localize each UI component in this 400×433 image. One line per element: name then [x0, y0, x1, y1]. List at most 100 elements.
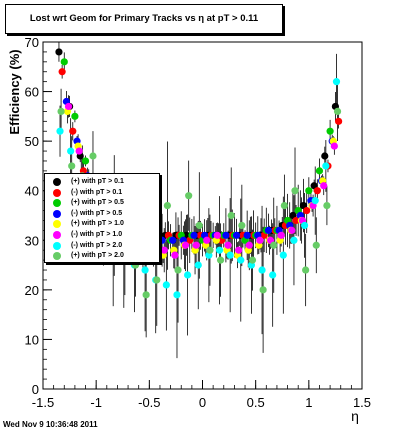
legend-label: (+) with pT > 2.0 — [71, 252, 124, 260]
data-point-series-4 — [169, 236, 177, 244]
data-point-series-8 — [302, 266, 310, 274]
data-point-series-4 — [243, 231, 251, 239]
legend-marker — [53, 252, 61, 261]
data-point-series-7 — [290, 236, 298, 244]
y-tick-label: 60 — [25, 85, 39, 100]
data-point-series-7 — [184, 271, 192, 279]
data-point-series-7 — [162, 281, 170, 289]
legend-entry: (-) with pT > 2.0 — [45, 241, 159, 251]
legend-entry: (-) with pT > 1.0 — [45, 230, 159, 240]
y-tick-label: 10 — [25, 332, 39, 347]
data-point-series-6 — [224, 241, 232, 249]
data-point-series-6 — [330, 142, 338, 150]
legend-entry: (-) with pT > 0.5 — [45, 209, 159, 219]
data-point-series-7 — [258, 266, 266, 274]
legend-label: (-) with pT > 0.5 — [71, 209, 123, 217]
data-point-series-8 — [312, 241, 320, 249]
legend-marker — [53, 188, 61, 197]
data-point-series-8 — [333, 107, 342, 115]
data-point-series-3 — [315, 167, 324, 175]
y-tick-label: 70 — [25, 35, 39, 50]
data-point-series-7 — [269, 271, 277, 279]
data-point-series-8 — [248, 256, 257, 264]
data-point-series-2 — [335, 117, 343, 125]
data-point-series-3 — [305, 187, 313, 195]
data-point-series-8 — [280, 201, 288, 210]
data-point-series-7 — [194, 261, 202, 269]
data-point-series-8 — [142, 291, 150, 299]
data-point-series-1 — [55, 48, 63, 56]
y-tick-label: 20 — [25, 283, 39, 298]
legend-label: (+) with pT > 0.5 — [71, 199, 124, 207]
legend-marker — [53, 178, 61, 186]
data-point-series-6 — [64, 102, 73, 111]
data-point-series-4 — [264, 226, 273, 234]
x-axis-label: η — [351, 408, 359, 424]
data-point-series-6 — [235, 246, 243, 254]
chart-title: Lost wrt Geom for Primary Tracks vs η at… — [29, 13, 259, 24]
data-point-series-8 — [270, 241, 278, 249]
data-point-series-7 — [322, 162, 330, 170]
data-point-series-7 — [173, 291, 181, 299]
data-point-series-4 — [232, 231, 241, 239]
data-point-series-6 — [160, 246, 168, 254]
data-point-series-7 — [311, 197, 319, 205]
data-point-series-6 — [75, 147, 83, 155]
y-tick-label: 30 — [25, 233, 39, 248]
data-point-series-7 — [215, 246, 224, 254]
legend-entry: (+) with pT > 0.1 — [45, 177, 159, 187]
data-point-series-7 — [56, 127, 64, 135]
data-point-series-7 — [300, 221, 309, 230]
data-point-series-8 — [89, 152, 97, 160]
x-tick-label: 1 — [305, 395, 312, 410]
y-tick-label: 0 — [32, 382, 39, 397]
legend-marker — [53, 241, 61, 250]
legend-label: (+) with pT > 1.0 — [71, 220, 124, 228]
x-tick-label: -1.5 — [32, 395, 54, 410]
legend-marker — [53, 209, 61, 218]
data-point-series-7 — [332, 78, 341, 86]
y-tick-label: 50 — [25, 134, 39, 149]
axes: -1.5 -1 -0.5 0 0.5 1 1.5 0 10 20 30 40 50 60 70 η Effici… — [7, 35, 371, 424]
data-point-series-8 — [259, 286, 267, 294]
data-point-series-8 — [227, 211, 235, 220]
data-point-series-8 — [174, 266, 182, 274]
data-point-series-8 — [238, 221, 246, 230]
legend-entry: (+) with pT > 0.5 — [45, 198, 159, 208]
data-point-series-4 — [222, 231, 230, 239]
data-point-series-6 — [192, 241, 200, 249]
data-point-series-2 — [313, 187, 321, 195]
y-tick-label: 40 — [25, 184, 39, 199]
data-point-series-6 — [256, 236, 264, 244]
data-point-series-8 — [291, 187, 299, 195]
data-point-series-1 — [321, 152, 329, 160]
data-point-series-8 — [153, 276, 161, 284]
legend-label: (-) with pT > 1.0 — [71, 231, 123, 238]
data-point-series-6 — [213, 231, 221, 239]
legend-marker — [53, 199, 61, 208]
data-point-series-8 — [323, 201, 331, 210]
x-tick-label: 1.5 — [353, 395, 371, 410]
data-point-series-2 — [303, 206, 311, 215]
data-point-series-8 — [216, 256, 225, 264]
data-point-series-6 — [171, 251, 179, 259]
data-point-series-8 — [131, 261, 140, 269]
data-point-series-3 — [71, 112, 79, 120]
data-point-series-7 — [141, 266, 149, 274]
data-point-series-2 — [69, 127, 77, 135]
data-point-series-7 — [279, 251, 287, 259]
data-point-series-3 — [326, 127, 334, 135]
legend-entry: (-) with pT > 0.1 — [45, 188, 159, 198]
data-point-series-8 — [68, 162, 76, 170]
data-point-series-2 — [58, 68, 66, 76]
data-point-series-6 — [288, 226, 296, 234]
data-point-series-3 — [60, 58, 68, 66]
legend-label: (-) with pT > 0.1 — [71, 188, 123, 196]
data-point-series-6 — [181, 241, 190, 249]
data-point-series-8 — [185, 192, 193, 200]
x-tick-label: 0.5 — [247, 395, 265, 410]
data-point-series-3 — [81, 157, 90, 165]
data-point-series-6 — [277, 231, 285, 239]
data-point-series-6 — [320, 182, 328, 190]
data-point-series-8 — [206, 246, 214, 254]
